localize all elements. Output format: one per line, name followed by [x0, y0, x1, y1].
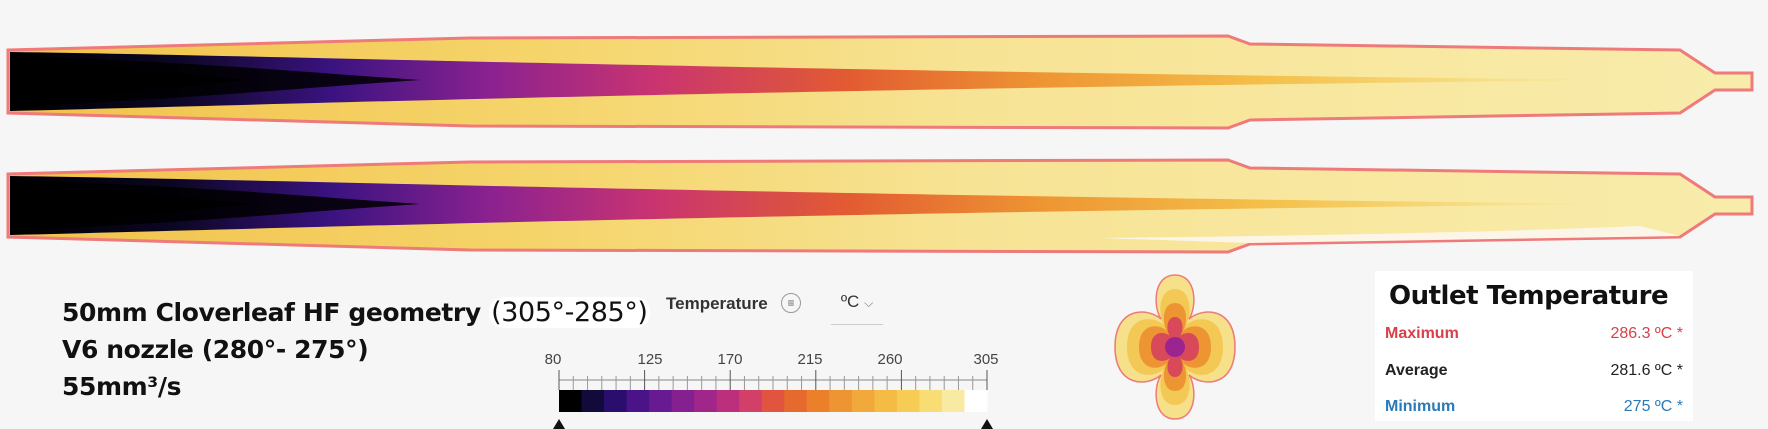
- color-scale-minor-ticks: [558, 370, 988, 390]
- color-swatch: [739, 390, 763, 412]
- color-swatch: [694, 390, 718, 412]
- color-swatch: [761, 390, 785, 412]
- max-handle[interactable]: [981, 419, 993, 429]
- nozzle-section-1: [6, 34, 1754, 130]
- color-swatch: [716, 390, 740, 412]
- tick-label: 305: [973, 351, 999, 368]
- nozzle-temperature-sections: [6, 34, 1754, 254]
- outlet-title: Outlet Temperature: [1389, 281, 1669, 311]
- outlet-row-value: 275 ºC *: [1623, 398, 1683, 415]
- tick-label: 260: [877, 351, 903, 368]
- outlet-row-maximum: Maximum 286.3 ºC *: [1385, 325, 1683, 355]
- color-scale-bar: [553, 370, 993, 429]
- outlet-row-name: Minimum: [1385, 398, 1456, 415]
- min-handle[interactable]: [553, 419, 565, 429]
- color-scale-swatches: [559, 390, 988, 412]
- color-swatch: [671, 390, 695, 412]
- color-swatch: [851, 390, 875, 412]
- tick-label: 125: [637, 351, 663, 368]
- color-swatch: [874, 390, 898, 412]
- unit-label: ºC: [840, 292, 860, 311]
- color-swatch: [896, 390, 920, 412]
- color-swatch: [784, 390, 808, 412]
- color-swatch: [626, 390, 650, 412]
- color-swatch: [604, 390, 628, 412]
- color-swatch: [559, 390, 583, 412]
- quantity-label: Temperature: [666, 294, 768, 313]
- color-swatch: [829, 390, 853, 412]
- simulation-caption: 50mm Cloverleaf HF geometry (305°-285°) …: [62, 294, 650, 405]
- unit-dropdown[interactable]: ºC ⌵: [831, 280, 883, 325]
- outlet-row-name: Maximum: [1385, 325, 1459, 342]
- outlet-row-average: Average 281.6 ºC *: [1385, 362, 1683, 392]
- chevron-down-icon: ⌵: [864, 296, 874, 310]
- tick-label: 80: [544, 351, 562, 368]
- caption-line-2: V6 nozzle (280°- 275°): [62, 335, 369, 364]
- color-swatch: [964, 390, 988, 412]
- caption-temperature-range: (305°-285°): [489, 297, 650, 328]
- color-swatch: [806, 390, 830, 412]
- list-icon[interactable]: ≡: [781, 293, 801, 313]
- color-swatch: [919, 390, 943, 412]
- caption-line-1: 50mm Cloverleaf HF geometry (305°-285°): [62, 294, 650, 331]
- color-swatch: [941, 390, 965, 412]
- cloverleaf-cross-section: [1114, 274, 1236, 420]
- outlet-row-value: 286.3 ºC *: [1610, 325, 1683, 342]
- tick-label: 170: [717, 351, 743, 368]
- caption-geometry: 50mm Cloverleaf HF geometry: [62, 298, 481, 327]
- outlet-temperature-panel: Outlet Temperature Maximum 286.3 ºC * Av…: [1375, 271, 1693, 421]
- nozzle-section-2: [6, 158, 1754, 254]
- outlet-row-minimum: Minimum 275 ºC *: [1385, 398, 1683, 428]
- outlet-row-name: Average: [1385, 362, 1448, 379]
- color-swatch: [649, 390, 673, 412]
- tick-label: 215: [797, 351, 823, 368]
- caption-line-3: 55mm³/s: [62, 372, 182, 401]
- color-swatch: [581, 390, 605, 412]
- outlet-row-value: 281.6 ºC *: [1610, 362, 1683, 379]
